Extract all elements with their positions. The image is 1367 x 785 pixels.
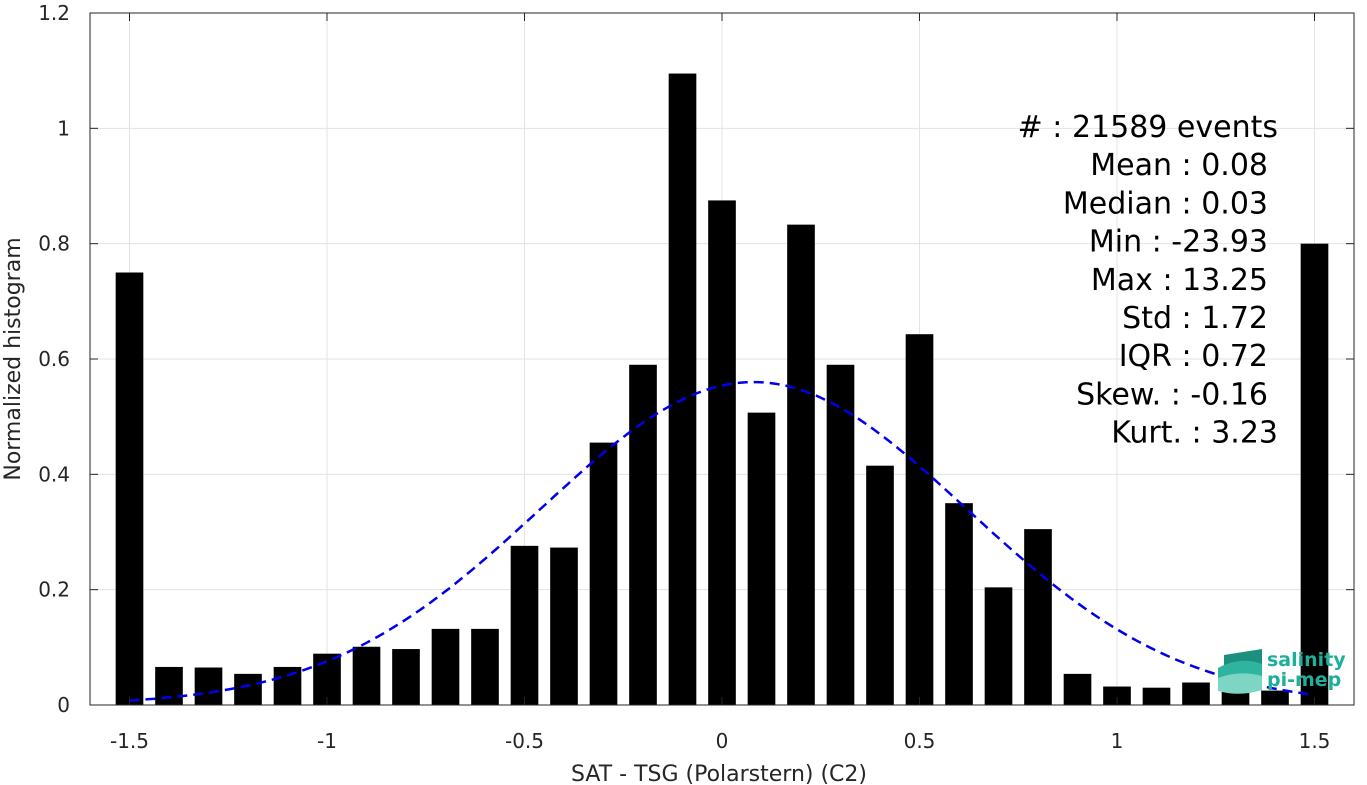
histogram-bar	[155, 666, 183, 705]
histogram-bar	[234, 673, 262, 705]
histogram-bar	[866, 465, 894, 705]
histogram-bar	[668, 73, 697, 706]
normal-fit-curve	[129, 380, 1315, 702]
y-axis-label: Normalized histogram	[1, 237, 26, 480]
logo-line1: salinity	[1267, 649, 1346, 671]
stats-line: Mean : 0.08	[1090, 148, 1268, 183]
x-axis-ticks: -1.5 -1 -0.5 0 0.5 1 1.5	[110, 13, 1330, 753]
y-tick-label: 0.2	[38, 578, 70, 602]
y-tick-label: 1.2	[38, 1, 70, 25]
salinity-pi-mep-logo: salinity pi-mep	[1218, 649, 1346, 694]
histogram-bar	[905, 334, 934, 705]
histogram-bar	[1182, 682, 1210, 705]
histogram-bar	[1063, 673, 1092, 705]
x-tick-label: 0	[716, 729, 729, 753]
histogram-bar	[747, 412, 776, 705]
stats-line: Kurt. : 3.23	[1111, 416, 1278, 451]
stats-line: IQR : 0.72	[1119, 339, 1268, 374]
y-tick-label: 0	[57, 693, 70, 717]
x-tick-label: -1.5	[110, 729, 149, 753]
stats-line: Std : 1.72	[1122, 301, 1268, 336]
histogram-bar	[708, 200, 736, 705]
y-tick-label: 0.4	[38, 462, 70, 486]
x-tick-label: -1	[317, 729, 337, 753]
y-axis-ticks: 0 0.2 0.4 0.6 0.8 1 1.2	[38, 1, 1354, 717]
histogram-bar	[1300, 243, 1329, 705]
histogram-bar	[787, 224, 815, 706]
stats-line: Skew. : -0.16	[1076, 377, 1268, 412]
histogram-bar	[194, 667, 223, 705]
histogram-bar	[352, 646, 381, 705]
stats-line: Median : 0.03	[1063, 186, 1268, 221]
histogram-bar	[1221, 690, 1250, 705]
histogram-bar	[510, 545, 539, 705]
histogram-bar	[945, 503, 973, 705]
logo-line2: pi-mep	[1267, 669, 1341, 691]
histogram-bar	[826, 364, 855, 705]
histogram-bar	[471, 628, 499, 705]
histogram-bar	[589, 442, 618, 705]
histogram-bar	[1103, 686, 1131, 705]
histogram-bar	[1261, 690, 1289, 705]
x-tick-label: 1	[1111, 729, 1124, 753]
stats-line: Max : 13.25	[1091, 263, 1268, 298]
histogram-bar	[273, 666, 302, 705]
x-tick-label: -0.5	[505, 729, 544, 753]
x-tick-label: 1.5	[1299, 729, 1331, 753]
histogram-bar	[1024, 529, 1052, 705]
histogram-bar	[984, 587, 1013, 705]
stats-line: Min : -23.93	[1089, 225, 1268, 260]
x-tick-label: 0.5	[904, 729, 936, 753]
histogram-bar	[431, 628, 460, 705]
histogram-bars	[115, 73, 1329, 706]
stats-line: # : 21589 events	[1018, 110, 1278, 145]
x-axis-label: SAT - TSG (Polarstern) (C2)	[571, 762, 867, 785]
y-tick-label: 0.6	[38, 347, 70, 371]
histogram-bar	[115, 272, 144, 705]
histogram-bar	[550, 547, 578, 705]
y-tick-label: 0.8	[38, 232, 70, 256]
histogram-bar	[392, 649, 420, 705]
y-tick-label: 1	[57, 116, 70, 140]
wave-icon	[1218, 649, 1262, 694]
histogram-bar	[1142, 687, 1171, 705]
